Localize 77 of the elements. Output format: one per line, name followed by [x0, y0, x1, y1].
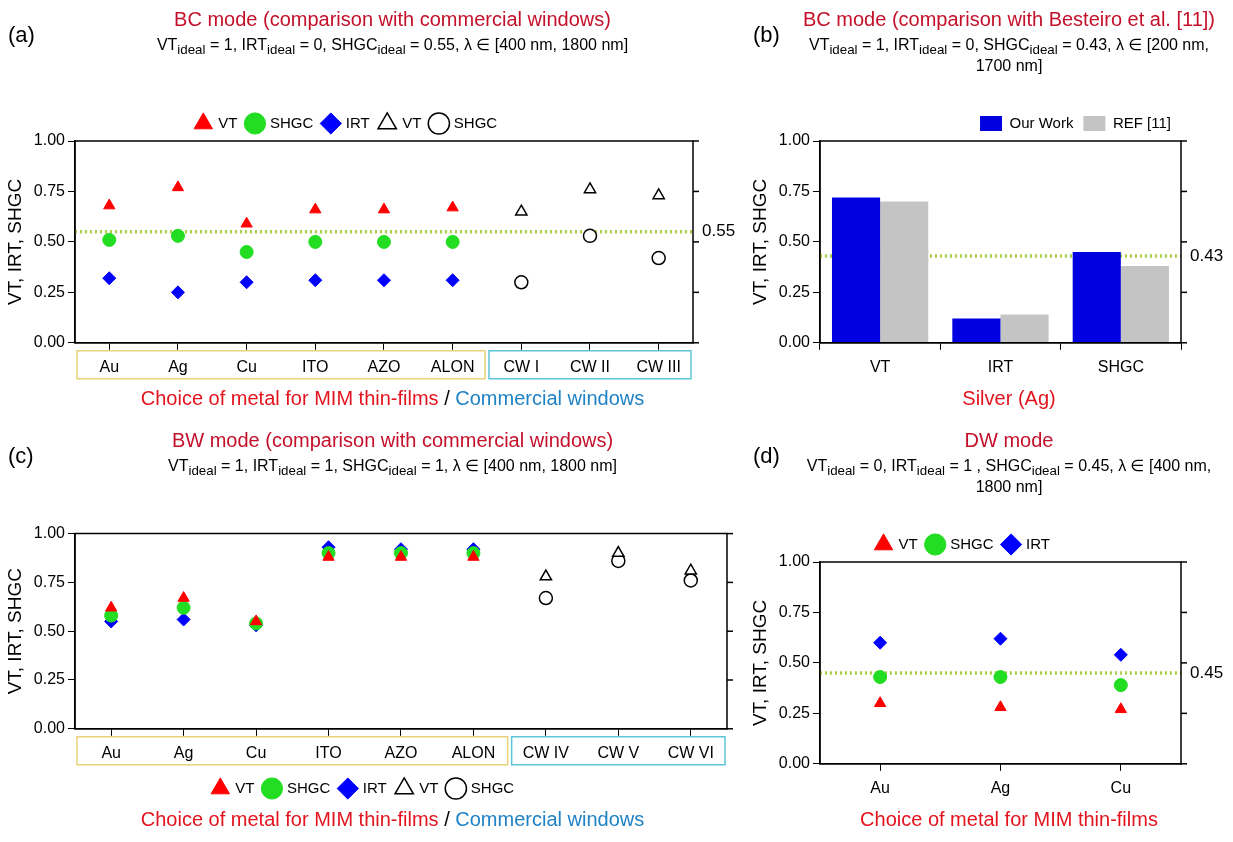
- x-tick-label: CW V: [597, 743, 640, 761]
- y-tick-label: 0.25: [33, 282, 66, 300]
- x-tick-label: Cu: [245, 743, 267, 761]
- x-tick-label: ITO: [302, 357, 329, 375]
- text: (c): [8, 443, 34, 469]
- y-tick-label: 0.75: [778, 181, 811, 199]
- x-tick-label: CW VI: [667, 743, 714, 761]
- x-tick-label: Ag: [168, 357, 188, 375]
- y-axis-title: VT, IRT, SHGC: [748, 599, 770, 727]
- x-tick-label: Au: [101, 743, 121, 761]
- x-tick-label: IRT: [987, 357, 1014, 375]
- y-axis-title: VT, IRT, SHGC: [748, 178, 770, 306]
- x-axis-title: Choice of metal for MIM thin-films / Commercial windows: [140, 387, 645, 409]
- legend-label: Our Work: [1009, 113, 1074, 131]
- chart-title: BC mode (comparison with Besteiro et al. [11]): [802, 7, 1216, 31]
- x-tick-label: ITO: [315, 743, 342, 761]
- text: (b): [753, 22, 780, 48]
- text: (a): [8, 22, 35, 48]
- x-tick-label: CW IV: [522, 743, 570, 761]
- x-tick-label: Au: [99, 357, 120, 375]
- y-tick-label: 0.00: [778, 333, 811, 351]
- y-tick-label: 0.25: [778, 703, 811, 721]
- x-tick-label: Ag: [173, 743, 194, 761]
- y-tick-label: 0.00: [33, 333, 66, 351]
- y-axis-title: VT, IRT, SHGC: [3, 178, 25, 306]
- text: VT$_{ideal}$ = 0, IRT$_{ideal}$ = 1 , SHGC$_{ideal}$ = 0.45, λ ∈ [400 nm, 1800 nm]: [806, 457, 1212, 496]
- y-axis-title: VT, IRT, SHGC: [3, 568, 25, 695]
- x-tick-label: Ag: [990, 778, 1011, 796]
- chart-subtitle: VT$_{ideal}$ = 1, IRT$_{ideal}$ = 0, SHGC$_{ideal}$ = 0.55, λ ∈ [400 nm, 1800 nm]: [155, 35, 630, 58]
- x-axis-title: Silver (Ag): [962, 387, 1056, 409]
- x-tick-label: Au: [870, 778, 890, 796]
- legend-label: SHGC: [453, 113, 498, 131]
- y-tick-label: 0.00: [33, 719, 66, 737]
- x-axis-title: Choice of metal for MIM thin-films / Commercial windows: [140, 808, 645, 830]
- x-tick-label: AZO: [384, 743, 418, 761]
- chart-title: BW mode (comparison with commercial windows): [170, 428, 615, 452]
- x-axis-title: Choice of metal for MIM thin-films: [860, 808, 1158, 830]
- x-tick-label: Cu: [1110, 778, 1132, 796]
- text: (d): [753, 443, 780, 469]
- y-tick-label: 0.50: [33, 621, 66, 639]
- x-tick-label: ALON: [451, 743, 496, 761]
- y-tick-label: 0.75: [33, 572, 66, 590]
- legend-label: SHGC: [269, 113, 314, 131]
- x-tick-label: CW II: [569, 357, 610, 375]
- x-tick-label: CW I: [503, 357, 540, 375]
- legend-label: SHGC: [950, 534, 994, 552]
- legend-label: VT: [402, 113, 422, 131]
- y-tick-label: 1.00: [778, 131, 811, 149]
- chart-title: DW mode: [963, 428, 1055, 452]
- y-tick-label: 1.00: [33, 524, 66, 542]
- ref-line-label: 0.45: [1190, 662, 1224, 682]
- y-tick-label: 0.75: [33, 181, 66, 199]
- y-tick-label: 1.00: [778, 552, 811, 570]
- y-tick-label: 0.50: [33, 232, 66, 250]
- x-tick-label: ALON: [430, 357, 475, 375]
- y-tick-label: 0.50: [778, 653, 811, 671]
- y-tick-label: 0.75: [778, 602, 811, 620]
- y-tick-label: 0.00: [778, 754, 811, 772]
- x-tick-label: CW III: [636, 357, 681, 375]
- x-tick-label: AZO: [367, 357, 401, 375]
- ref-line-label: 0.43: [1190, 245, 1224, 265]
- x-tick-label: Cu: [236, 357, 257, 375]
- legend-label: REF [11]: [1112, 113, 1171, 131]
- x-tick-label: SHGC: [1097, 357, 1144, 375]
- y-tick-label: 0.25: [778, 282, 811, 300]
- chart-title: BC mode (comparison with commercial windows): [173, 7, 612, 31]
- y-tick-label: 0.25: [33, 670, 66, 688]
- legend-label: VT: [218, 113, 238, 131]
- x-tick-label: VT: [869, 357, 891, 375]
- legend-label: VT: [898, 534, 918, 552]
- y-tick-label: 1.00: [33, 131, 66, 149]
- y-tick-label: 0.50: [778, 232, 811, 250]
- legend-label: IRT: [345, 113, 370, 131]
- chart-subtitle: VT$_{ideal}$ = 1, IRT$_{ideal}$ = 1, SHGC$_{ideal}$ = 1, λ ∈ [400 nm, 1800 nm]: [167, 456, 618, 479]
- text: VT$_{ideal}$ = 1, IRT$_{ideal}$ = 0, SHGC$_{ideal}$ = 0.43, λ ∈ [200 nm, 1700 nm]: [808, 36, 1210, 75]
- legend-label: IRT: [1026, 534, 1050, 552]
- ref-line-label: 0.55: [702, 221, 736, 241]
